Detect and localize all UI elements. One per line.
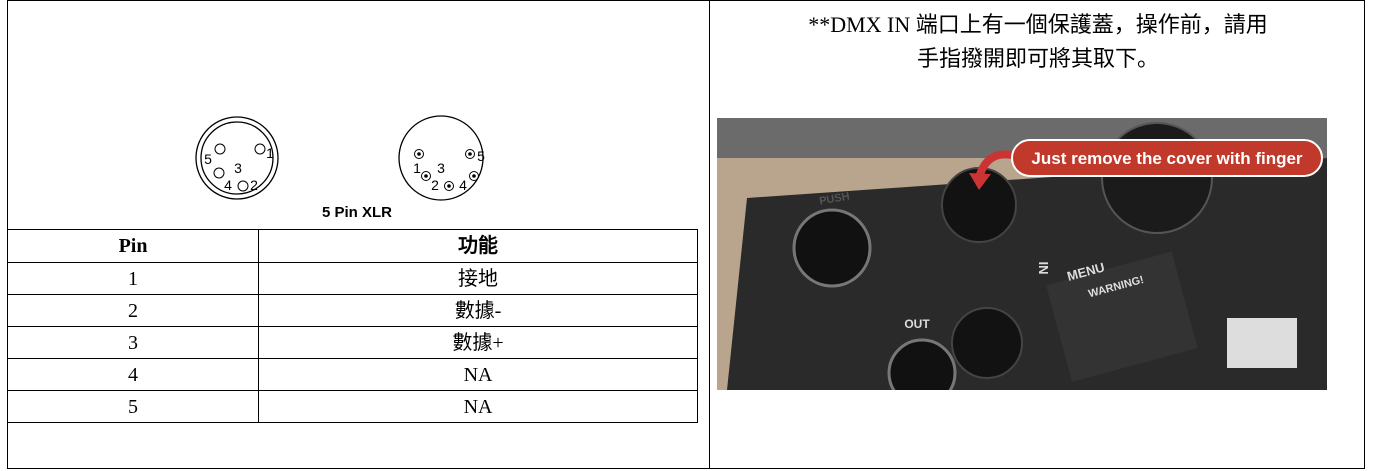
header-row: Pin 功能 (6, 229, 698, 263)
sticker (1227, 318, 1297, 368)
pin-hole (254, 143, 266, 155)
pin-core (472, 174, 476, 178)
warning-label (1046, 251, 1198, 382)
pin (469, 171, 479, 181)
pin (421, 171, 431, 181)
pin-label: 3 (437, 160, 445, 176)
pin-hole (214, 143, 226, 155)
pin-label: 4 (459, 177, 467, 193)
table-cell: 數據+ (258, 326, 698, 359)
column-header: Pin (6, 229, 260, 263)
pin-label: 2 (431, 177, 439, 193)
pin (414, 149, 424, 159)
table-cell: 數據- (258, 294, 698, 327)
cover-cap (951, 307, 1023, 379)
pin-core (417, 152, 421, 156)
table-cell: NA (258, 390, 698, 423)
table-cell: 1 (6, 262, 260, 295)
pin-label: 1 (413, 160, 421, 176)
photo-label: OUT (904, 317, 930, 331)
note-line: 手指撥開即可將其取下。 (916, 46, 1159, 71)
table-row: 5 NA (6, 390, 698, 423)
pin-core (447, 184, 451, 188)
table-body: 1 接地 2 數據- 3 數據+ 4 NA 5 NA (6, 262, 698, 423)
column-header: 功能 (258, 229, 698, 263)
table-row: 4 NA (6, 358, 698, 391)
photo-label: PUSH (818, 190, 850, 207)
pin-label: 4 (224, 177, 232, 193)
xlr-socket (887, 338, 957, 390)
photo: Just remove the cover with finger PUSHME… (717, 118, 1327, 390)
table-cell: 3 (6, 326, 260, 359)
photo-label: IN (1036, 262, 1051, 275)
table-row: 2 數據- (6, 294, 698, 327)
pin (444, 181, 454, 191)
pin-label: 5 (204, 151, 212, 167)
connector-rim (200, 121, 274, 195)
pin-core (468, 152, 472, 156)
note-line: **DMX IN 端口上有一個保護蓋，操作前，請用 (808, 12, 1268, 37)
pin (465, 149, 475, 159)
table-cell: 接地 (258, 262, 698, 295)
pin-table: Pin 功能 1 接地 2 數據- 3 數據+ 4 NA 5 NA (6, 229, 698, 423)
pin-core (424, 174, 428, 178)
table-row: 1 接地 (6, 262, 698, 295)
table-row: 3 數據+ (6, 326, 698, 359)
table-cell: 2 (6, 294, 260, 327)
xlr-socket (792, 208, 872, 288)
connector-outline (195, 116, 279, 200)
pin-label: 3 (234, 160, 242, 176)
pin-label: 5 (477, 148, 485, 164)
cell-divider (709, 0, 710, 469)
pin-label: 1 (266, 145, 274, 161)
pin-hole (237, 180, 249, 192)
connector-outline (398, 115, 484, 201)
pin-hole (213, 167, 225, 179)
note: **DMX IN 端口上有一個保護蓋，操作前，請用 手指撥開即可將其取下。 (718, 8, 1358, 76)
diagram-caption: 5 Pin XLR (322, 204, 392, 221)
callout-text: Just remove the cover with finger (1031, 149, 1303, 168)
pin-label: 2 (250, 177, 258, 193)
arrow-head (969, 173, 991, 190)
table-cell: 5 (6, 390, 260, 423)
xlr-diagram: 5 Pin XLR 5 134 21 352 4 (195, 115, 485, 221)
table-cell: NA (258, 358, 698, 391)
callout-bubble (1011, 139, 1323, 177)
table-cell: 4 (6, 358, 260, 391)
